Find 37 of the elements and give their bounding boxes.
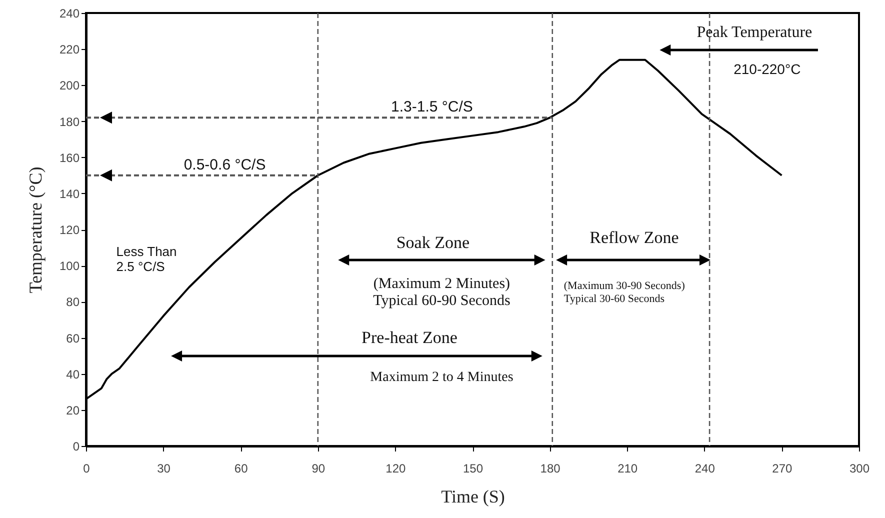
y-tick-label: 240 [59, 6, 80, 20]
y-tick-label: 100 [59, 259, 80, 274]
y-tick-label: 20 [66, 403, 80, 418]
annotation: Maximum 2 to 4 Minutes [370, 370, 514, 385]
y-tick-label: 40 [66, 367, 80, 382]
annotation: Pre-heat Zone [362, 328, 458, 347]
y-tick-label: 60 [66, 331, 80, 346]
x-tick-label: 270 [772, 462, 793, 476]
y-tick-label: 80 [66, 295, 80, 310]
ref-line-label: 1.3-1.5 °C/S [391, 98, 473, 116]
x-axis-title: Time (S) [441, 486, 505, 506]
y-tick-label: 220 [59, 42, 80, 57]
x-tick-label: 180 [540, 462, 561, 476]
x-tick-label: 120 [386, 462, 406, 476]
annotation: Peak Temperature [696, 24, 812, 41]
y-tick-label: 0 [72, 440, 80, 454]
ref-line-label: 0.5-0.6 °C/S [184, 156, 266, 174]
annotation: 210-220°C [734, 61, 801, 77]
x-tick-label: 210 [618, 462, 638, 476]
x-tick-label: 90 [312, 462, 326, 476]
y-tick-label: 140 [59, 186, 80, 201]
x-tick-label: 300 [849, 462, 870, 476]
annotation: Reflow Zone [590, 228, 679, 247]
x-tick-label: 60 [234, 462, 248, 476]
x-tick-label: 150 [462, 462, 484, 476]
annotation: Soak Zone [396, 233, 470, 252]
annotation: (Maximum 30-90 Seconds) Typical 30-60 Seconds [564, 280, 686, 305]
x-tick-label: 0 [83, 462, 90, 476]
annotation: Less Than 2.5 °C/S [116, 244, 177, 274]
x-tick-label: 240 [694, 462, 716, 476]
y-tick-label: 200 [59, 78, 80, 93]
y-tick-label: 180 [59, 114, 80, 129]
y-axis-title: Temperature (°C) [25, 166, 46, 294]
x-tick-label: 30 [157, 462, 171, 476]
y-tick-label: 120 [59, 223, 80, 237]
y-tick-label: 160 [59, 150, 80, 165]
annotation: (Maximum 2 Minutes) Typical 60-90 Seconds [373, 276, 510, 309]
